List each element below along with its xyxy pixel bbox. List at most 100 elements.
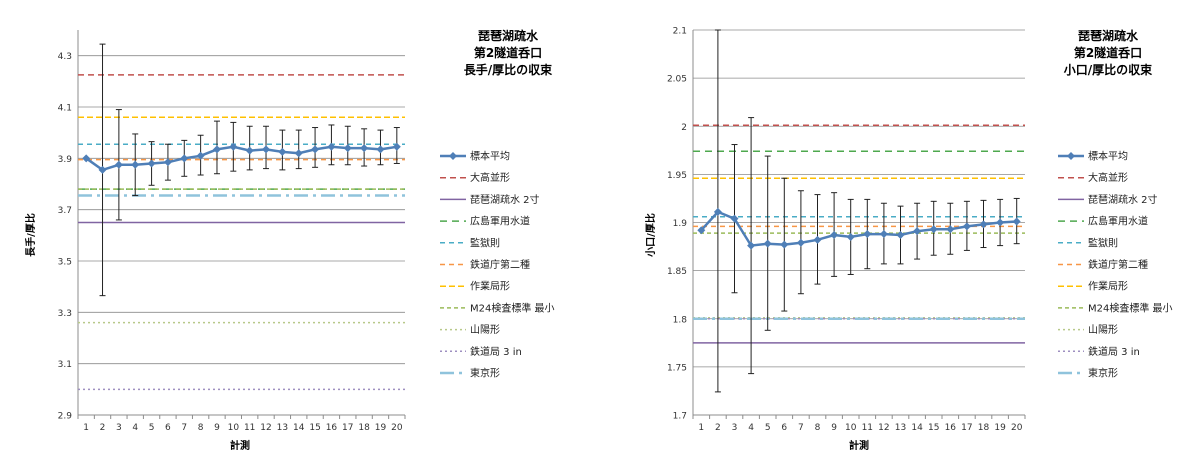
y-tick-label: 4.3	[58, 52, 72, 62]
x-tick-label: 12	[260, 423, 271, 433]
x-tick-label: 1	[698, 423, 704, 433]
data-point	[747, 241, 756, 250]
y-tick-label: 3.7	[58, 206, 72, 216]
data-point	[796, 238, 805, 247]
data-point	[278, 147, 287, 156]
y-tick-label: 1.95	[667, 171, 687, 181]
data-point	[180, 154, 189, 163]
x-tick-label: 16	[945, 423, 957, 433]
chart-title-line-2: 第2隧道呑口	[1074, 45, 1142, 60]
legend-label: 鉄道庁第二種	[1088, 258, 1148, 271]
legend-label: 鉄道局 3 in	[470, 345, 522, 358]
x-tick-label: 11	[862, 423, 873, 433]
x-tick-label: 18	[358, 423, 370, 433]
x-tick-label: 19	[375, 423, 387, 433]
data-point	[830, 231, 839, 240]
legend-label: 琵琶湖疏水 2寸	[470, 193, 540, 206]
legend-label: 広島軍用水道	[1088, 215, 1148, 228]
data-point	[98, 165, 107, 174]
data-point	[730, 214, 739, 223]
x-tick-label: 20	[1011, 423, 1023, 433]
data-point	[392, 142, 401, 151]
x-tick-label: 9	[214, 423, 220, 433]
legend-label: 標本平均	[1088, 150, 1128, 163]
legend-label: 作業局形	[1088, 280, 1128, 293]
data-point	[82, 154, 91, 163]
data-point	[946, 225, 955, 234]
x-tick-label: 13	[277, 423, 288, 433]
data-point	[697, 226, 706, 235]
data-point	[913, 227, 922, 236]
legend-marker	[1067, 152, 1075, 160]
x-tick-label: 10	[845, 423, 857, 433]
data-point	[262, 145, 271, 154]
x-tick-label: 17	[342, 423, 353, 433]
x-axis-label: 計測	[849, 439, 869, 452]
data-point	[929, 225, 938, 234]
gridlines	[78, 55, 405, 416]
x-tick-label: 3	[732, 423, 738, 433]
x-tick-label: 4	[132, 423, 138, 433]
y-tick-label: 3.5	[58, 258, 72, 268]
x-tick-label: 16	[326, 423, 338, 433]
legend-label: 監獄則	[470, 236, 500, 249]
data-point	[311, 145, 320, 154]
legend-label: M24検査標準 最小	[1088, 301, 1173, 314]
data-point	[763, 239, 772, 248]
legend-label: 鉄道庁第二種	[470, 258, 530, 271]
x-tick-label: 11	[244, 423, 255, 433]
x-tick-label: 1	[83, 423, 89, 433]
data-point	[879, 230, 888, 239]
x-tick-label: 6	[781, 423, 787, 433]
legend-label: 大高並形	[470, 171, 510, 184]
chart-title-line-3: 小口/厚比の収束	[1064, 62, 1153, 77]
x-tick-label: 2	[715, 423, 721, 433]
chart-title-line-2: 第2隧道呑口	[474, 45, 542, 60]
data-point	[327, 142, 336, 151]
legend-label: 山陽形	[1088, 324, 1118, 336]
x-tick-label: 6	[165, 423, 171, 433]
x-tick-label: 5	[149, 423, 155, 433]
legend-label: 山陽形	[470, 324, 500, 336]
legend-marker	[449, 152, 457, 160]
x-tick-label: 12	[878, 423, 889, 433]
chart-title-line-1: 琵琶湖疏水	[1078, 28, 1139, 43]
y-tick-label: 2.1	[673, 27, 687, 37]
x-axis-label: 計測	[230, 439, 250, 452]
data-point	[196, 151, 205, 160]
data-point	[376, 145, 385, 154]
x-tick-label: 7	[181, 423, 187, 433]
x-tick-label: 9	[831, 423, 837, 433]
y-axis-label: 長手/厚比	[24, 213, 37, 257]
data-point	[863, 230, 872, 239]
x-tick-label: 17	[961, 423, 972, 433]
data-point	[294, 149, 303, 158]
x-tick-label: 10	[228, 423, 240, 433]
data-point	[245, 146, 254, 155]
y-tick-label: 1.85	[667, 267, 687, 277]
legend-label: 監獄則	[1088, 236, 1118, 249]
data-point	[229, 142, 238, 151]
chart-title-line-1: 琵琶湖疏水	[478, 28, 539, 43]
x-tick-label: 2	[100, 423, 106, 433]
x-tick-label: 13	[895, 423, 906, 433]
x-tick-label: 15	[309, 423, 320, 433]
data-point	[360, 144, 369, 153]
legend-label: 東京形	[470, 367, 500, 380]
data-point	[131, 160, 140, 169]
chart-length-ratio: 琵琶湖疏水 第2隧道呑口 長手/厚比の収束 計測 長手/厚比 2.9 3.1 3.3…	[24, 28, 555, 452]
data-point	[979, 220, 988, 229]
chart-title-line-3: 長手/厚比の収束	[464, 62, 553, 77]
data-point	[114, 160, 123, 169]
y-tick-label: 1.9	[673, 219, 688, 229]
data-point	[212, 145, 221, 154]
gridlines	[693, 29, 1025, 416]
y-tick-label: 2.9	[58, 412, 73, 422]
y-tick-label: 3.3	[58, 309, 72, 319]
legend-label: M24検査標準 最小	[470, 301, 555, 314]
y-tick-label: 1.75	[667, 363, 687, 373]
y-axis-label: 小口/厚比	[644, 213, 657, 258]
